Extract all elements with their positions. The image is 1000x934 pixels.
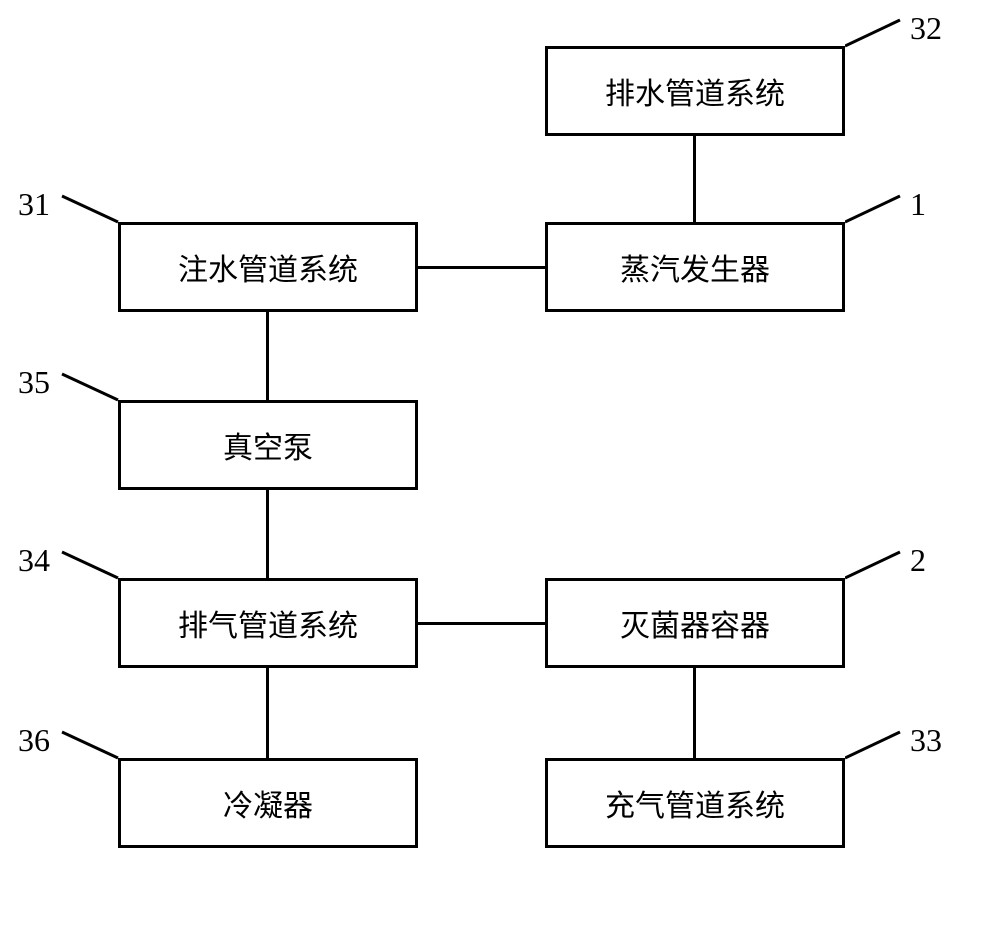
leader-line-33 bbox=[845, 728, 905, 762]
node-inflation-pipe-system: 充气管道系统 bbox=[545, 758, 845, 848]
leader-line-35 bbox=[58, 370, 122, 404]
id-label-35: 35 bbox=[18, 364, 50, 401]
connector-34-36 bbox=[266, 668, 269, 758]
node-label: 排气管道系统 bbox=[178, 601, 358, 645]
id-label-34: 34 bbox=[18, 542, 50, 579]
id-label-36: 36 bbox=[18, 722, 50, 759]
connector-32-1 bbox=[693, 136, 696, 222]
node-condenser: 冷凝器 bbox=[118, 758, 418, 848]
node-label: 冷凝器 bbox=[223, 781, 313, 825]
node-label: 灭菌器容器 bbox=[620, 601, 770, 645]
connector-35-34 bbox=[266, 490, 269, 578]
node-sterilizer-container: 灭菌器容器 bbox=[545, 578, 845, 668]
leader-line-31 bbox=[58, 192, 122, 226]
leader-line-32 bbox=[845, 16, 905, 50]
id-label-1: 1 bbox=[910, 186, 926, 223]
id-label-2: 2 bbox=[910, 542, 926, 579]
leader-line-1 bbox=[845, 192, 905, 226]
node-drainage-pipe-system: 排水管道系统 bbox=[545, 46, 845, 136]
leader-line-2 bbox=[845, 548, 905, 582]
node-exhaust-pipe-system: 排气管道系统 bbox=[118, 578, 418, 668]
node-label: 真空泵 bbox=[223, 423, 313, 467]
connector-34-2 bbox=[418, 622, 545, 625]
leader-line-34 bbox=[58, 548, 122, 582]
leader-line-36 bbox=[58, 728, 122, 762]
connector-31-1 bbox=[418, 266, 545, 269]
node-water-inlet-pipe-system: 注水管道系统 bbox=[118, 222, 418, 312]
id-label-32: 32 bbox=[910, 10, 942, 47]
node-steam-generator: 蒸汽发生器 bbox=[545, 222, 845, 312]
node-label: 充气管道系统 bbox=[605, 781, 785, 825]
node-label: 蒸汽发生器 bbox=[620, 245, 770, 289]
id-label-31: 31 bbox=[18, 186, 50, 223]
connector-31-35 bbox=[266, 312, 269, 400]
connector-2-33 bbox=[693, 668, 696, 758]
node-label: 注水管道系统 bbox=[178, 245, 358, 289]
node-vacuum-pump: 真空泵 bbox=[118, 400, 418, 490]
id-label-33: 33 bbox=[910, 722, 942, 759]
diagram-container: 排水管道系统 32 注水管道系统 31 蒸汽发生器 1 真空泵 35 排气管道系… bbox=[0, 0, 1000, 934]
node-label: 排水管道系统 bbox=[605, 69, 785, 113]
